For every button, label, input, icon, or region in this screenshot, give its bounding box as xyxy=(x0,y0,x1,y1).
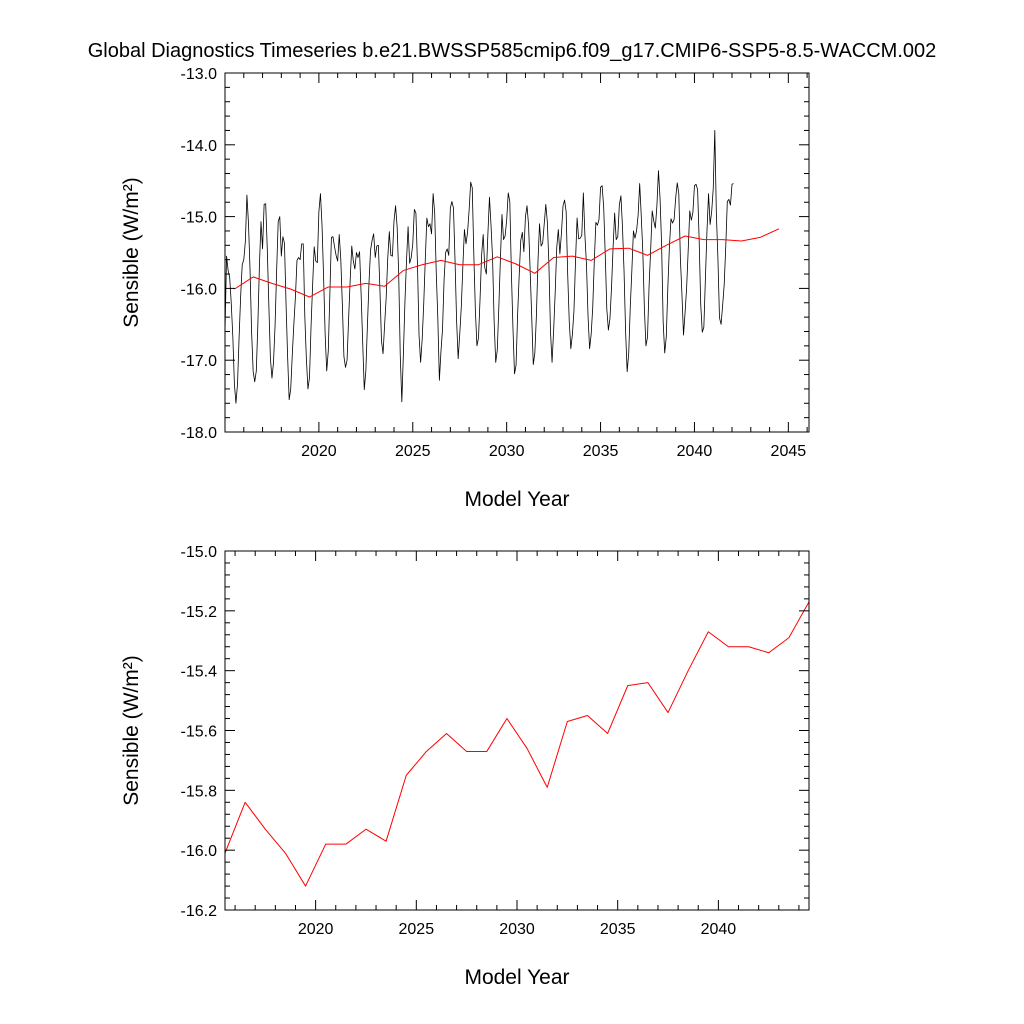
x-tick-label: 2035 xyxy=(600,921,636,938)
y-axis-label: Sensible (W/m²) xyxy=(120,177,143,328)
y-tick-label: -15.0 xyxy=(181,544,218,561)
y-tick-label: -16.2 xyxy=(181,903,218,920)
y-tick-label: -15.0 xyxy=(181,210,218,227)
x-tick-label: 2035 xyxy=(583,443,619,460)
x-tick-label: 2045 xyxy=(771,443,807,460)
panel-top: 2020 2025 2030 2035 2040 2045 -18.0 -17.0 -16.0 -… xyxy=(120,66,810,511)
annual-mean-line xyxy=(234,228,780,298)
x-tick-label: 2030 xyxy=(489,443,525,460)
x-tick-label: 2040 xyxy=(701,921,737,938)
y-tick-label: -14.0 xyxy=(181,138,218,155)
monthly-series-line xyxy=(225,130,734,404)
y-tick-label: -15.2 xyxy=(181,604,218,621)
x-axis-label: Model Year xyxy=(464,966,569,989)
y-tick-label: -15.4 xyxy=(181,664,218,681)
panel-bottom: 2020 2025 2030 2035 2040 -16.2 -16.0 -15.8 -15.6… xyxy=(120,544,810,989)
x-axis-label: Model Year xyxy=(464,488,569,511)
x-tick-label: 2030 xyxy=(499,921,535,938)
x-tick-label: 2025 xyxy=(395,443,431,460)
annual-mean-line xyxy=(225,601,809,887)
x-tick-label: 2025 xyxy=(399,921,435,938)
plot-frame xyxy=(224,550,810,911)
y-tick-label: -16.0 xyxy=(181,843,218,860)
y-axis-label: Sensible (W/m²) xyxy=(120,655,143,806)
y-tick-label: -16.0 xyxy=(181,281,218,298)
x-tick-label: 2020 xyxy=(301,443,337,460)
y-tick-label: -13.0 xyxy=(181,66,218,83)
y-tick-label: -15.8 xyxy=(181,783,218,800)
y-tick-label: -17.0 xyxy=(181,353,218,370)
y-tick-label: -15.6 xyxy=(181,724,218,741)
x-tick-label: 2040 xyxy=(677,443,713,460)
chart-title: Global Diagnostics Timeseries b.e21.BWSS… xyxy=(88,40,937,62)
x-tick-label: 2020 xyxy=(298,921,334,938)
y-tick-label: -18.0 xyxy=(181,425,218,442)
plot-frame xyxy=(224,72,810,433)
